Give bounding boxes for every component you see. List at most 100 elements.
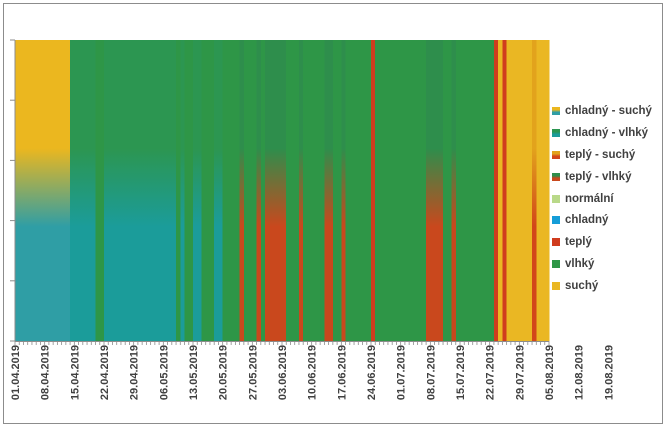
heatmap-cell-chladne_vlhke (125, 40, 131, 341)
x-tick-label: 10.06.2019 (307, 345, 319, 400)
heatmap-cell-chladne_vlhke (74, 40, 80, 341)
heatmap-cell-suche (506, 40, 512, 341)
heatmap-cell-vlhke (226, 40, 232, 341)
heatmap-cell-chladne_vlhke (150, 40, 156, 341)
heatmap-cell-vlhke (413, 40, 419, 341)
heatmap-cell-vlhke (332, 40, 338, 341)
heatmap-cell-vlhke (379, 40, 385, 341)
heatmap-cell-chladne_vlhke (137, 40, 143, 341)
heatmap-cell-vlhke (387, 40, 393, 341)
heatmap-cell-suche (519, 40, 525, 341)
heatmap-cell-vlhke (366, 40, 372, 341)
legend-swatch (552, 150, 560, 159)
heatmap-cell-vlhke (464, 40, 470, 341)
heatmap-cell-chladne_suche (44, 40, 50, 341)
legend-swatch (552, 282, 560, 291)
heatmap-cell-teple_vlhke (269, 40, 275, 341)
heatmap-cell-vlhke (260, 40, 266, 341)
legend-label: chladný (565, 214, 609, 227)
legend-swatch (552, 238, 560, 247)
heatmap-cell-chladne_vlhke (112, 40, 118, 341)
heatmap-cell-suche (527, 40, 533, 341)
x-tick-label: 19.08.2019 (603, 345, 615, 400)
heatmap-cell-vlhke (303, 40, 309, 341)
legend-label: teplý - vlhký (565, 170, 632, 183)
legend-swatch (552, 128, 560, 137)
legend-item-teple_suche: teplý - suchý (552, 144, 664, 166)
heatmap-cell-teple_vlhke (273, 40, 279, 341)
heatmap-cell-vlhke (235, 40, 241, 341)
heatmap-cell-vlhke (468, 40, 474, 341)
heatmap-cell-teple_vlhke (451, 40, 457, 341)
x-tick-label: 29.04.2019 (129, 345, 141, 400)
heatmap-cell-chladne_suche (27, 40, 33, 341)
heatmap-cell-chladne_vlhke (142, 40, 147, 341)
heatmap-cell-suche (515, 40, 520, 341)
heatmap-cell-suche (544, 40, 550, 341)
legend-item-teple_vlhke: teplý - vlhký (552, 166, 664, 188)
heatmap-cell-chladne_suche (65, 40, 71, 341)
heatmap-cell-vlhke (286, 40, 292, 341)
x-tick-label: 22.07.2019 (485, 345, 497, 400)
heatmap-cell-vlhke (176, 40, 181, 341)
chart-legend: chladný - suchý chladný - vlhký teplý - su… (552, 100, 664, 297)
heatmap-cell-vlhke (99, 40, 105, 341)
heatmap-cell-vlhke (95, 40, 101, 341)
heatmap-cell-suche (523, 40, 529, 341)
heatmap-cell-vlhke (417, 40, 423, 341)
heatmap-cell-vlhke (311, 40, 317, 341)
heatmap-cell-vlhke (460, 40, 465, 341)
legend-item-teple: teplý (552, 231, 664, 253)
heatmap-cell-vlhke (472, 40, 478, 341)
legend-item-suche: suchý (552, 275, 664, 297)
chart-axes (10, 39, 550, 345)
heatmap-cell-vlhke (209, 40, 215, 341)
heatmap-cell-chladne_suche (36, 40, 42, 341)
heatmap-cell-vlhke (489, 40, 495, 341)
heatmap-cell-chladne_vlhke (218, 40, 224, 341)
heatmap-cell-vlhke (231, 40, 236, 341)
heatmap-cell-chladne_vlhke (163, 40, 169, 341)
heatmap-cell-chladne_vlhke (167, 40, 173, 341)
heatmap-cell-vlhke (201, 40, 207, 341)
heatmap-cell-vlhke (358, 40, 364, 341)
heatmap-cell-teple_vlhke (426, 40, 431, 341)
legend-label: suchý (565, 280, 599, 293)
heatmap-cell-teple_vlhke (282, 40, 287, 341)
heatmap-cell-vlhke (345, 40, 351, 341)
heatmap-cell-teple_vlhke (277, 40, 283, 341)
heatmap-cell-vlhke (248, 40, 253, 341)
legend-swatch (552, 106, 560, 115)
x-tick-label: 27.05.2019 (247, 345, 259, 400)
heatmap-cell-vlhke (392, 40, 398, 341)
x-tick-label: 29.07.2019 (514, 345, 526, 400)
x-tick-label: 08.04.2019 (40, 345, 52, 400)
heatmap-cell-chladne_vlhke (82, 40, 88, 341)
heatmap-cell-vlhke (443, 40, 448, 341)
heatmap-cells (15, 40, 550, 341)
heatmap-cell-chladne_vlhke (133, 40, 139, 341)
heatmap-cell-vlhke (243, 40, 249, 341)
heatmap-cell-teple (493, 40, 499, 341)
legend-label: vlhký (565, 258, 595, 271)
heatmap-cell-chladne_suche (57, 40, 63, 341)
x-tick-label: 15.07.2019 (455, 345, 467, 400)
heatmap-cell-teple (371, 40, 376, 341)
heatmap-cell-suche (498, 40, 503, 341)
heatmap-cell-chladne_suche (53, 40, 58, 341)
heatmap-cell-vlhke (252, 40, 258, 341)
legend-label: normální (565, 192, 614, 205)
heatmap-cell-chladne_suche (40, 40, 46, 341)
heatmap-cell-chladne_vlhke (104, 40, 109, 341)
heatmap-cell-vlhke (188, 40, 194, 341)
heatmap-cell-chladne_vlhke (120, 40, 126, 341)
heatmap-cell-suche (536, 40, 542, 341)
x-tick-label: 17.06.2019 (336, 345, 348, 400)
x-tick-label: 01.04.2019 (10, 345, 22, 400)
legend-item-chladne: chladný (552, 209, 664, 231)
heatmap-cell-suche (540, 40, 546, 341)
legend-label: chladný - suchý (565, 104, 652, 117)
heatmap-cell-vlhke (337, 40, 342, 341)
heatmap-cell-vlhke (455, 40, 461, 341)
